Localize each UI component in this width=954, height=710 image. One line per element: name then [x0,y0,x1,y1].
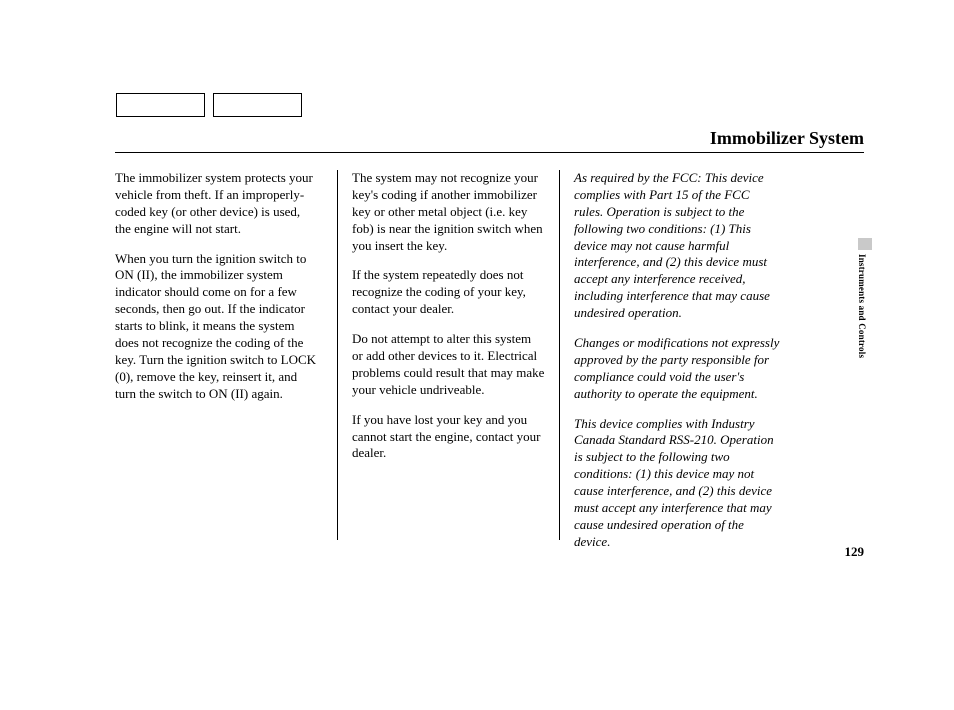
placeholder-box-left [116,93,205,117]
tab-stub [858,238,872,250]
paragraph: If you have lost your key and you cannot… [352,412,545,463]
paragraph: This device complies with Industry Canad… [574,416,781,551]
header-rule [115,152,864,153]
column-2: The system may not recognize your key's … [337,170,559,540]
column-3: As required by the FCC: This device comp… [559,170,781,540]
placeholder-box-right [213,93,302,117]
page-number: 129 [845,544,865,560]
manual-page: Immobilizer System The immobilizer syste… [0,0,954,710]
section-tab: Instruments and Controls [853,238,868,376]
top-box-row [116,93,302,117]
paragraph: The system may not recognize your key's … [352,170,545,254]
paragraph: The immobilizer system protects your veh… [115,170,319,238]
tab-label: Instruments and Controls [857,254,867,374]
paragraph: When you turn the ignition switch to ON … [115,251,319,403]
paragraph: Do not attempt to alter this system or a… [352,331,545,399]
paragraph: Changes or modifications not expressly a… [574,335,781,403]
paragraph: As required by the FCC: This device comp… [574,170,781,322]
body-columns: The immobilizer system protects your veh… [115,170,864,540]
paragraph: If the system repeatedly does not recogn… [352,267,545,318]
column-1: The immobilizer system protects your veh… [115,170,337,540]
page-title: Immobilizer System [710,128,864,149]
